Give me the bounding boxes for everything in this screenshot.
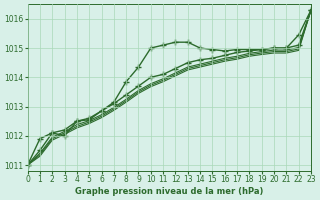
X-axis label: Graphe pression niveau de la mer (hPa): Graphe pression niveau de la mer (hPa) — [75, 187, 263, 196]
